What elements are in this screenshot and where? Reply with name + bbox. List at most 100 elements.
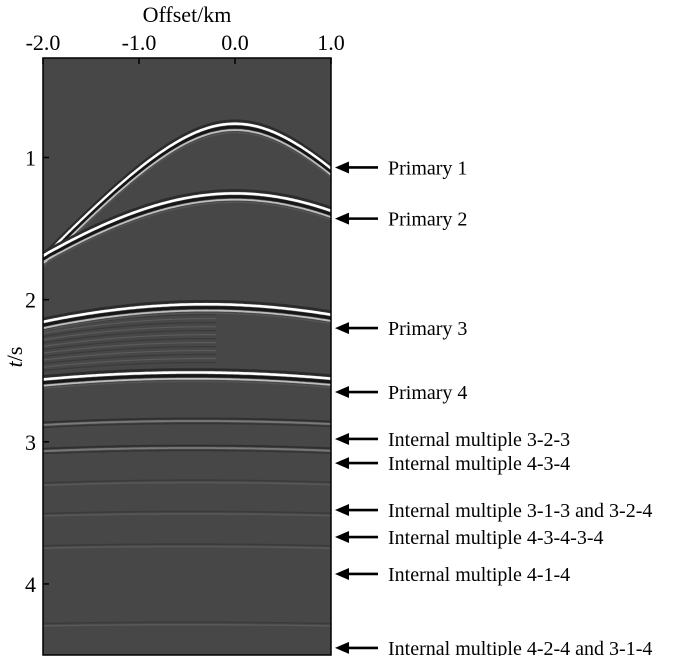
event-wavelet-line: [43, 119, 331, 256]
event-wavelet-line: [43, 623, 331, 627]
seismic-event: [43, 119, 331, 268]
event-wavelet-line: [43, 422, 331, 429]
event-wavelet-line: [43, 198, 331, 263]
x-tick-label: -1.0: [122, 30, 157, 55]
event-label: Primary 3: [388, 318, 467, 340]
event-annotation: Primary 4: [335, 382, 467, 404]
event-annotation: Internal multiple 3-2-3: [335, 429, 570, 451]
event-wavelet-line: [43, 192, 331, 257]
y-tick-labels: 1 2 3 4: [25, 146, 36, 597]
arrow-head: [335, 432, 349, 445]
seismic-event: [43, 479, 331, 487]
coherent-noise-ringing: [43, 342, 216, 354]
coherent-noise-ringing: [43, 334, 216, 347]
event-wavelet-line: [43, 125, 331, 263]
event-wavelet-line: [43, 449, 331, 455]
seismic-event: [43, 368, 331, 389]
coherent-noise-ringing: [43, 353, 216, 365]
seismic-event: [43, 543, 331, 550]
event-wavelet-line: [43, 129, 331, 265]
event-label: Internal multiple 3-1-3 and 3-2-4: [388, 500, 652, 522]
event-wavelet-line: [43, 479, 331, 484]
event-wavelet-line: [43, 545, 331, 550]
event-wavelet-line: [43, 543, 331, 547]
seismic-event: [43, 510, 331, 517]
event-annotation: Primary 3: [335, 318, 467, 340]
event-wavelet-line: [43, 513, 331, 517]
event-wavelet-line: [43, 374, 331, 385]
seismic-event: [43, 299, 331, 332]
coherent-noise-ringing: [43, 330, 216, 344]
event-wavelet-line: [43, 122, 331, 259]
event-label: Internal multiple 3-2-3: [388, 429, 570, 451]
x-tick-labels: -2.0 -1.0 0.0 1.0: [26, 30, 345, 55]
seismic-events: [43, 119, 331, 627]
arrow-head: [335, 322, 349, 335]
coherent-noise-ringing: [43, 361, 216, 372]
event-wavelet-line: [43, 420, 331, 426]
event-wavelet-line: [43, 481, 331, 487]
coherent-noise-ringing: [43, 338, 216, 351]
x-axis-title: Offset/km: [143, 2, 232, 27]
seismic-event: [43, 417, 331, 429]
event-annotation: Internal multiple 3-1-3 and 3-2-4: [335, 500, 652, 522]
event-wavelet-line: [43, 447, 331, 452]
axis-ticks: [42, 58, 332, 585]
arrow-head: [335, 161, 349, 174]
arrow-head: [335, 567, 349, 580]
event-annotation: Primary 1: [335, 157, 467, 179]
arrow-head: [335, 641, 349, 654]
event-wavelet-line: [43, 380, 331, 389]
event-annotation: Internal multiple 4-3-4: [335, 453, 570, 475]
event-wavelet-line: [43, 444, 331, 450]
event-wavelet-line: [43, 189, 331, 254]
event-wavelet-line: [43, 621, 331, 625]
seismic-panel: [43, 58, 331, 655]
event-label: Primary 1: [388, 157, 467, 179]
x-tick-label: 1.0: [317, 30, 345, 55]
event-wavelet-line: [43, 510, 331, 515]
coherent-noise-ringing: [43, 349, 216, 361]
y-tick-label: 2: [25, 288, 36, 313]
coherent-noise-ringing: [43, 325, 216, 341]
y-tick-label: 3: [25, 430, 36, 455]
arrow-head: [335, 386, 349, 399]
arrow-head: [335, 212, 349, 225]
event-wavelet-line: [43, 306, 331, 327]
arrow-head: [335, 504, 349, 517]
arrow-head: [335, 457, 349, 470]
coherent-noise-ringing: [43, 318, 216, 334]
coherent-noise-ringing: [43, 322, 216, 338]
panel-frame: [42, 57, 332, 656]
event-label: Primary 2: [388, 209, 467, 231]
event-annotations: Primary 1 Primary 2 Primary 3 Primary 4 Inte…: [335, 157, 652, 656]
y-tick-label: 4: [25, 572, 36, 597]
event-wavelet-line: [43, 201, 331, 266]
event-wavelet-line: [43, 302, 331, 324]
x-tick-label: -2.0: [26, 30, 61, 55]
event-wavelet-line: [43, 368, 331, 378]
x-tick-label: 0.0: [221, 30, 249, 55]
seismic-event: [43, 444, 331, 455]
event-wavelet-line: [43, 132, 331, 268]
event-wavelet-line: [43, 417, 331, 424]
event-label: Primary 4: [388, 382, 467, 404]
arrow-head: [335, 531, 349, 544]
event-annotation: Internal multiple 4-1-4: [335, 564, 570, 586]
event-label: Internal multiple 4-1-4: [388, 564, 570, 586]
event-label: Internal multiple 4-3-4-3-4: [388, 527, 604, 549]
y-axis-title: t/s: [2, 347, 27, 368]
event-annotation: Primary 2: [335, 209, 467, 231]
seismic-event: [43, 189, 331, 266]
event-annotation: Internal multiple 4-2-4 and 3-1-4: [335, 638, 652, 656]
event-wavelet-line: [43, 371, 331, 381]
event-annotation: Internal multiple 4-3-4-3-4: [335, 527, 604, 549]
event-wavelet-line: [43, 195, 331, 261]
event-wavelet-line: [43, 299, 331, 321]
coherent-noise-ringing: [43, 346, 216, 358]
event-label: Internal multiple 4-2-4 and 3-1-4: [388, 638, 652, 656]
event-wavelet-line: [43, 312, 331, 332]
event-wavelet-line: [43, 309, 331, 330]
event-wavelet-line: [43, 377, 331, 387]
